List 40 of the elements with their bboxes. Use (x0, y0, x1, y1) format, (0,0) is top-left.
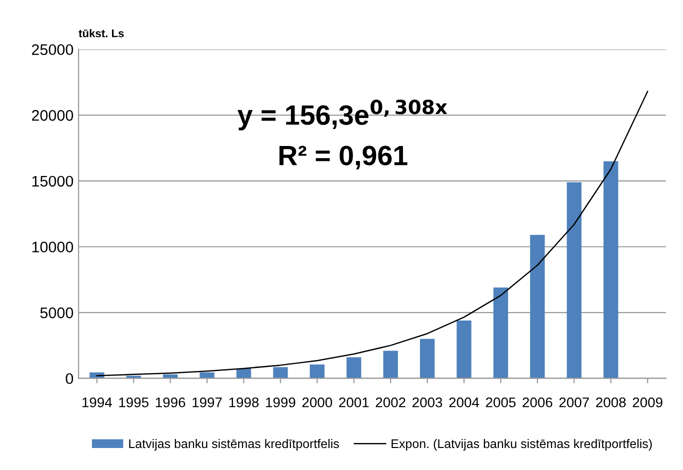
y-tick-label: 25000 (32, 44, 74, 56)
x-tick-label: 1994 (82, 397, 112, 408)
x-tick-label: 2008 (596, 397, 626, 408)
x-tick-label: 2004 (449, 397, 480, 408)
x-tick-label: 2009 (632, 397, 662, 408)
bar (273, 367, 288, 378)
x-tick-label: 2003 (412, 397, 442, 408)
line-series (96, 90, 648, 376)
legend-label: Latvijas banku sistēmas kredītportfelis (129, 438, 339, 451)
y-tick-label: 0 (66, 373, 74, 384)
bar (493, 288, 508, 378)
bar (530, 234, 545, 378)
bar (383, 350, 398, 378)
x-tick-label: 2000 (302, 397, 332, 408)
x-tick-label: 1996 (156, 397, 186, 408)
bar (420, 338, 435, 378)
legend-label: Expon. (Latvijas banku sistēmas kredītportfelis) (392, 438, 652, 451)
bar (456, 320, 472, 378)
x-tick-label: 2007 (559, 397, 589, 408)
bar (200, 372, 214, 378)
y-tick-label: 20000 (32, 110, 74, 121)
x-tick-label: 1999 (266, 397, 296, 408)
y-tick-label: 10000 (32, 242, 74, 252)
bar (126, 376, 141, 378)
x-tick-label: 2005 (486, 397, 516, 408)
annotation: y = 156,3e$^{0,308x}$ (238, 100, 448, 130)
x-tick-label: 1997 (192, 397, 222, 408)
x-tick-label: 2006 (522, 397, 552, 408)
annotation: R² = 0,961 (279, 146, 408, 170)
y-tick-label: 5000 (40, 307, 74, 318)
x-tick-label: 2002 (376, 397, 406, 408)
x-tick-label: 1995 (119, 397, 148, 408)
bar (566, 182, 582, 378)
bar (346, 357, 362, 378)
bar (604, 161, 618, 378)
bar (310, 364, 325, 378)
y-axis-title: tūkst. Ls (78, 29, 124, 38)
x-tick-label: 2001 (339, 397, 369, 408)
y-tick-label: 15000 (32, 176, 74, 187)
x-tick-label: 1998 (229, 397, 259, 408)
